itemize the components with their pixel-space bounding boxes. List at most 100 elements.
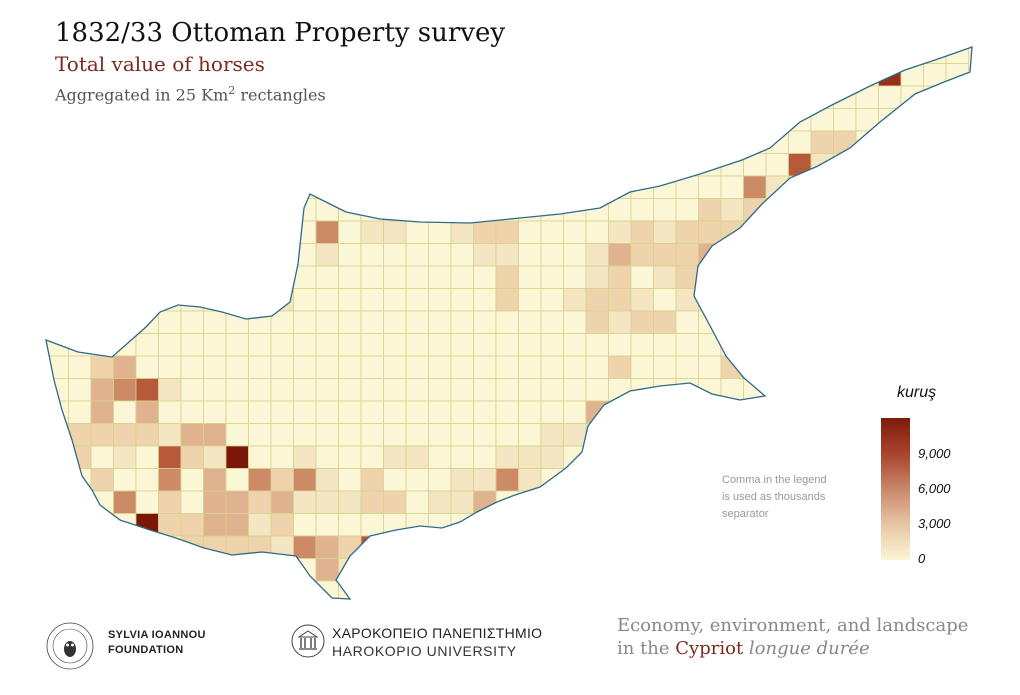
grid-cell (720, 198, 744, 222)
grid-cell (540, 288, 564, 312)
grid-cell (225, 513, 249, 537)
grid-cell (90, 400, 114, 424)
grid-cell (360, 513, 384, 537)
grid-cell (338, 265, 362, 289)
grid-cell (450, 490, 474, 514)
grid-cell (810, 108, 834, 132)
grid-cell (360, 378, 384, 402)
grid-cell (540, 220, 564, 244)
grid-cell (315, 423, 339, 447)
grid-cell (675, 198, 699, 222)
grid-cell (315, 265, 339, 289)
grid-cell (540, 378, 564, 402)
grid-cell (405, 378, 429, 402)
grid-cell (383, 220, 407, 244)
grid-cell (293, 400, 317, 424)
grid-cell (293, 243, 317, 267)
grid-cell (158, 423, 182, 447)
grid-cell (405, 288, 429, 312)
grid-cell (540, 333, 564, 357)
grid-cell (945, 63, 969, 87)
grid-cell (473, 355, 497, 379)
grid-cell (135, 468, 159, 492)
grid-cell (675, 175, 699, 199)
grid-cell (158, 490, 182, 514)
grid-cell (225, 333, 249, 357)
grid-cell (630, 265, 654, 289)
harokopio-university-logo (291, 624, 325, 658)
grid-cell (495, 310, 519, 334)
grid-cell (315, 355, 339, 379)
grid-cell (158, 333, 182, 357)
grid-cell (360, 220, 384, 244)
grid-cell (450, 355, 474, 379)
grid-cell (428, 310, 452, 334)
grid-cell (698, 243, 722, 267)
grid-cell (810, 130, 834, 154)
grid-cell (383, 288, 407, 312)
grid-cell (743, 153, 767, 177)
grid-cell (338, 400, 362, 424)
grid-cell (630, 310, 654, 334)
grid-cell (383, 468, 407, 492)
grid-cell (90, 445, 114, 469)
grid-cell (675, 378, 699, 402)
grid-cell (248, 535, 272, 559)
grid-cell (315, 535, 339, 559)
grid-cell (360, 468, 384, 492)
grid-cell (248, 355, 272, 379)
grid-cell (653, 265, 677, 289)
grid-cell (428, 445, 452, 469)
grid-cell (450, 243, 474, 267)
grid-cell (68, 468, 92, 492)
hu-greek-name: ΧΑΡΟΚΟΠΕΙΟ ΠΑΝΕΠΙΣΤΗΜΙΟ (332, 625, 543, 641)
grid-cell (338, 243, 362, 267)
grid-cell (765, 198, 789, 222)
grid-cell (360, 243, 384, 267)
grid-cell (180, 400, 204, 424)
grid-cell (405, 355, 429, 379)
grid-cell (293, 220, 317, 244)
grid-cell (450, 423, 474, 447)
grid-cell (338, 310, 362, 334)
grid-cell (518, 265, 542, 289)
grid-cell (383, 423, 407, 447)
grid-cell (405, 243, 429, 267)
legend-tick-9000: 9,000 (918, 446, 951, 461)
grid-cell (113, 423, 137, 447)
grid-cell (608, 333, 632, 357)
project-longue-duree: longue durée (743, 638, 870, 659)
grid-cell (315, 558, 339, 582)
grid-cell (698, 153, 722, 177)
grid-cell (338, 535, 362, 559)
aggregation-note-suffix: rectangles (235, 85, 326, 105)
grid-cell (293, 355, 317, 379)
grid-cell (608, 355, 632, 379)
grid-cell (540, 310, 564, 334)
grid-cell (405, 490, 429, 514)
grid-cell (630, 288, 654, 312)
grid-cell (293, 198, 317, 222)
grid-cell (270, 513, 294, 537)
grid-cell (405, 400, 429, 424)
grid-cell (405, 445, 429, 469)
grid-cell (450, 445, 474, 469)
grid-cell (135, 445, 159, 469)
grid-cell (315, 580, 339, 599)
aggregation-note-sup: 2 (228, 84, 236, 97)
grid-cell (113, 400, 137, 424)
separator-note-line1: Comma in the legend (722, 474, 827, 486)
grid-cell (608, 288, 632, 312)
grid-cell (495, 400, 519, 424)
grid-cell (293, 535, 317, 559)
grid-cell (563, 333, 587, 357)
grid-cell (878, 85, 902, 109)
grid-cell (563, 198, 587, 222)
grid-cell (203, 355, 227, 379)
grid-cell (473, 378, 497, 402)
grid-cell (248, 445, 272, 469)
grid-cell (293, 333, 317, 357)
grid-cell (383, 378, 407, 402)
grid-cell (338, 288, 362, 312)
